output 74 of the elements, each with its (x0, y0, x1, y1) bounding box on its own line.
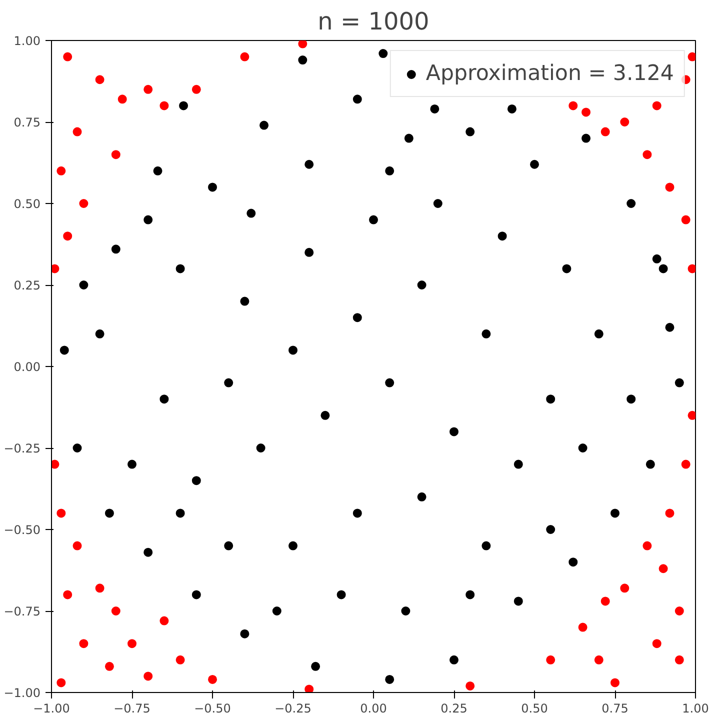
point (79, 199, 88, 208)
point (240, 52, 250, 62)
y-tick-label: −0.25 (4, 442, 41, 456)
point (72, 127, 82, 136)
point (600, 127, 610, 136)
point (104, 662, 114, 671)
point (63, 52, 72, 62)
point (620, 118, 630, 126)
point (658, 564, 668, 574)
point (681, 215, 690, 224)
legend-label: Approximation = 3.124 (426, 61, 674, 86)
point (546, 655, 556, 664)
x-tick-label: −1.00 (33, 702, 70, 716)
point (118, 94, 127, 104)
y-tick-label: 0.50 (14, 197, 40, 211)
point (620, 584, 630, 593)
point (56, 166, 66, 176)
point (642, 150, 652, 160)
point (144, 672, 153, 681)
point (652, 101, 662, 110)
point (642, 541, 652, 550)
x-tick-label: −0.75 (114, 702, 150, 716)
y-tick-label: 1.00 (14, 34, 40, 48)
point (176, 655, 185, 664)
point (665, 508, 674, 518)
point (466, 681, 475, 690)
y-tick-label: −0.75 (4, 604, 41, 618)
point (63, 590, 72, 600)
point (56, 678, 66, 688)
point (688, 410, 696, 420)
point (52, 264, 60, 274)
y-tick-label: 0.75 (14, 116, 40, 130)
point (63, 232, 72, 241)
point (111, 150, 120, 160)
x-tick-label: 0.00 (360, 702, 387, 716)
point (128, 639, 136, 648)
point (160, 616, 169, 626)
point (582, 108, 591, 117)
y-tick-label: 0.25 (14, 278, 40, 292)
point (95, 584, 104, 593)
point (681, 460, 690, 469)
x-tick-label: 1.00 (682, 702, 709, 716)
point (160, 101, 169, 110)
point (144, 84, 153, 94)
y-tick-label: −1.00 (4, 686, 41, 700)
point (652, 639, 662, 648)
point (594, 655, 604, 664)
x-tick-label: 0.75 (602, 702, 628, 716)
point (111, 606, 120, 616)
point (304, 684, 314, 692)
x-tick-label: −0.50 (194, 702, 231, 716)
chart-title: n = 1000 (318, 8, 430, 36)
point (688, 264, 696, 274)
point (610, 678, 620, 688)
x-tick-label: −0.25 (274, 702, 312, 716)
point (72, 541, 82, 550)
point (674, 606, 684, 616)
x-tick-label: 0.25 (440, 702, 468, 716)
point (56, 508, 66, 518)
point (52, 460, 60, 469)
point (578, 622, 588, 632)
point (688, 52, 696, 62)
point (600, 596, 610, 606)
point (298, 40, 308, 48)
point (568, 101, 578, 110)
point (208, 674, 217, 684)
point (665, 182, 674, 192)
y-tick-label: 0.00 (14, 360, 40, 374)
y-tick-label: −0.50 (4, 523, 41, 537)
point (95, 75, 104, 84)
point (79, 639, 88, 648)
point (674, 655, 684, 664)
point (192, 84, 201, 94)
x-tick-label: 0.50 (521, 702, 548, 716)
